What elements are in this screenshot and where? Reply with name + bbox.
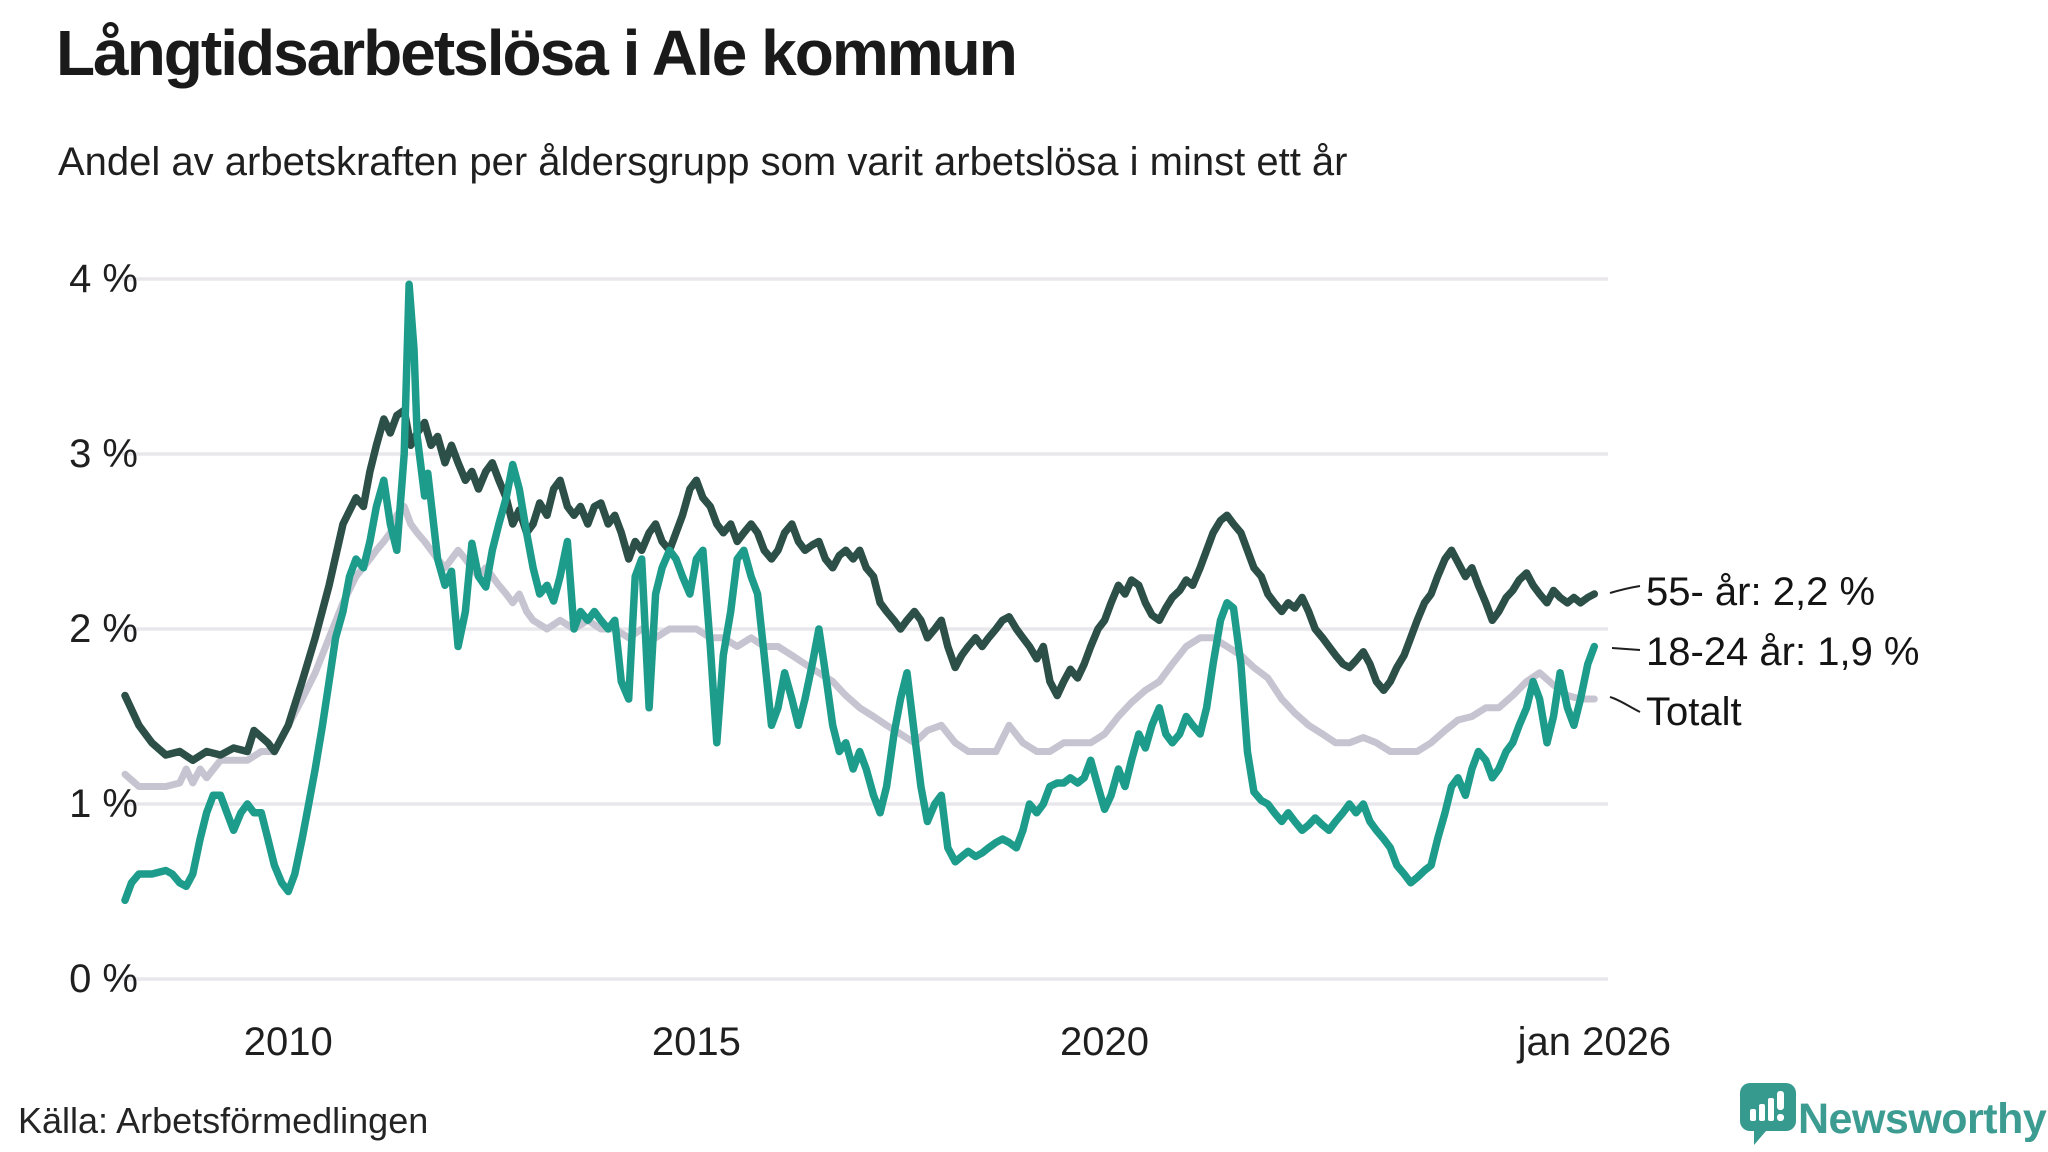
newsworthy-wordmark: Newsworthy	[1798, 1095, 2047, 1143]
page-title: Långtidsarbetslösa i Ale kommun	[56, 17, 1018, 89]
x-tick-label: 2020	[1060, 1020, 1150, 1064]
source-note: Källa: Arbetsförmedlingen	[18, 1100, 429, 1141]
legend-leader-lines	[1609, 585, 1641, 713]
y-tick-label: 0 %	[69, 957, 138, 1001]
newsworthy-logo-icon	[1740, 1083, 1796, 1145]
legend-label-totalt: Totalt	[1646, 690, 1742, 734]
series-line-18-24-r	[121, 280, 1599, 905]
x-tick-label: 2015	[651, 1020, 741, 1064]
y-tick-label: 3 %	[69, 432, 138, 476]
gridlines	[122, 277, 1608, 981]
series-line-55-r	[121, 406, 1599, 765]
x-tick-label: 2010	[243, 1020, 333, 1064]
legend-label-18-24-ar: 18-24 år: 1,9 %	[1646, 630, 1920, 674]
legend-label-55-ar: 55- år: 2,2 %	[1646, 570, 1876, 614]
page-subtitle: Andel av arbetskraften per åldersgrupp s…	[58, 140, 1348, 184]
y-tick-label: 2 %	[69, 607, 138, 651]
y-tick-label: 1 %	[69, 782, 138, 826]
chart-series	[121, 280, 1599, 905]
x-tick-label: jan 2026	[1517, 1020, 1672, 1064]
y-tick-label: 4 %	[69, 257, 138, 301]
